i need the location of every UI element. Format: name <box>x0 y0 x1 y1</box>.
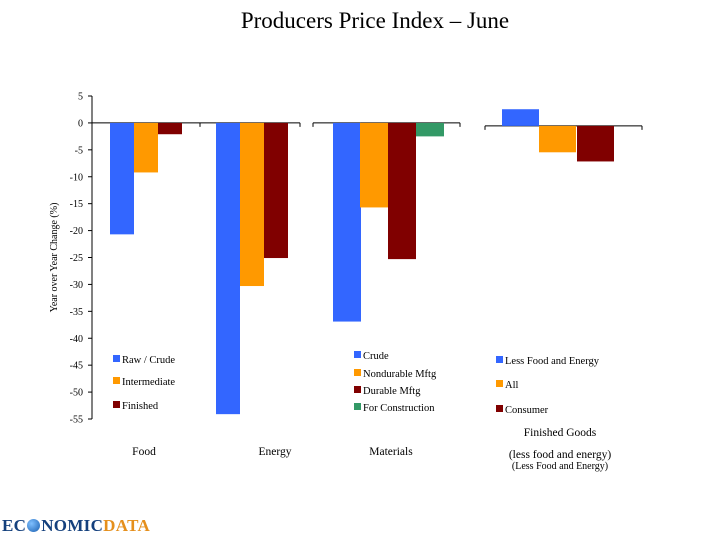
legend-label: Crude <box>363 351 389 362</box>
legend-swatch <box>354 351 361 358</box>
chart-title: Producers Price Index – June <box>240 8 510 33</box>
legend-swatch <box>354 386 361 393</box>
bar-energy-1 <box>240 122 264 287</box>
y-tick-label: -5 <box>75 145 83 156</box>
bar-materials-0 <box>333 122 361 322</box>
y-tick-label: -10 <box>70 172 83 183</box>
legend-label: Durable Mftg <box>363 386 421 397</box>
legend-label: All <box>505 380 519 391</box>
bar-finished-goods-1 <box>539 125 576 153</box>
bar-materials-3 <box>416 122 444 137</box>
legend-label: For Construction <box>363 403 435 414</box>
category-label-energy: Energy <box>258 446 291 458</box>
bar-finished-goods-0 <box>502 109 539 126</box>
legend-swatch <box>354 403 361 410</box>
economicdata-logo: EC NOMICDATA <box>2 516 150 536</box>
globe-icon <box>27 519 41 532</box>
y-tick-label: -35 <box>70 307 83 318</box>
legend-swatch <box>113 377 120 384</box>
legend-label: Intermediate <box>122 377 175 388</box>
bar-food-0 <box>110 122 134 235</box>
legend-swatch <box>496 356 503 363</box>
category-label-line3: (Less Food and Energy) <box>512 461 608 472</box>
legend-swatch <box>496 405 503 412</box>
y-tick-label: -45 <box>70 361 83 372</box>
y-tick-label: 0 <box>78 118 83 129</box>
category-label-line2: (less food and energy) <box>509 449 611 461</box>
legend-swatch <box>113 401 120 408</box>
logo-part-data: DATA <box>103 516 151 535</box>
bar-food-2 <box>158 122 182 135</box>
y-tick-label: -30 <box>70 280 83 291</box>
logo-part-nomic: NOMIC <box>41 516 104 535</box>
y-tick-label: -25 <box>70 253 83 264</box>
legend-swatch <box>113 355 120 362</box>
y-tick-label: 5 <box>78 92 83 103</box>
legend-swatch <box>354 369 361 376</box>
y-tick-label: -55 <box>70 415 83 426</box>
bar-energy-0 <box>216 122 240 415</box>
logo-part-ec: EC <box>2 516 27 535</box>
y-tick-label: -20 <box>70 226 83 237</box>
bar-food-1 <box>134 122 158 173</box>
legend-label: Nondurable Mftg <box>363 369 437 380</box>
y-tick-label: -40 <box>70 334 83 345</box>
legend-label: Finished <box>122 401 159 412</box>
legend-swatch <box>496 380 503 387</box>
category-label-finished-goods: Finished Goods <box>524 427 597 439</box>
y-tick-label: -15 <box>70 199 83 210</box>
y-tick-label: -50 <box>70 388 83 399</box>
category-label-food: Food <box>132 446 156 458</box>
bar-materials-1 <box>360 122 388 208</box>
legend-label: Consumer <box>505 405 549 416</box>
legend-label: Less Food and Energy <box>505 356 600 367</box>
bar-finished-goods-2 <box>577 125 614 162</box>
legend-label: Raw / Crude <box>122 355 175 366</box>
bar-energy-2 <box>264 122 288 259</box>
y-axis-label: Year over Year Change (%) <box>49 203 60 313</box>
bar-materials-2 <box>388 122 416 260</box>
category-label-materials: Materials <box>369 446 413 458</box>
